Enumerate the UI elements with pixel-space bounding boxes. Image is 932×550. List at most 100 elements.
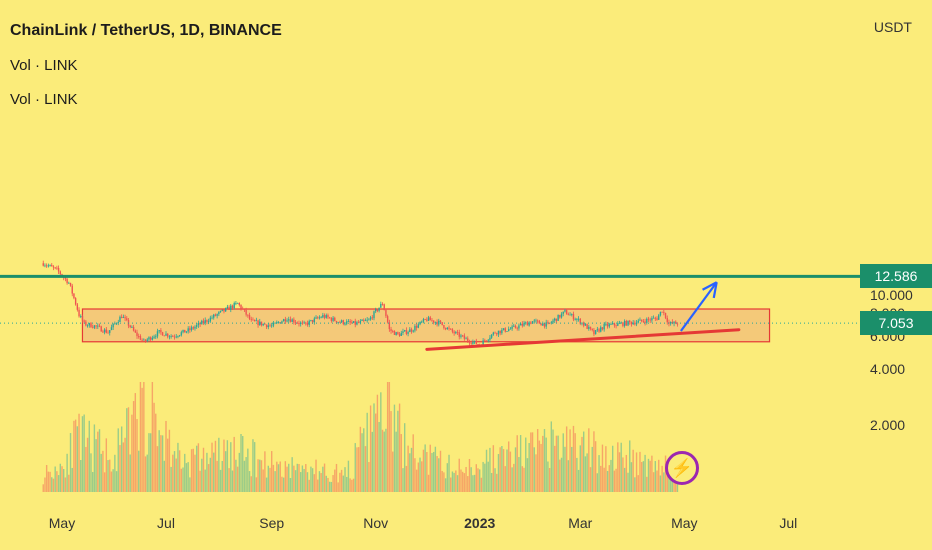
volume-bar <box>386 382 389 492</box>
volume-bar <box>98 429 101 492</box>
volume-bar <box>613 470 616 492</box>
volume-bar <box>114 454 116 492</box>
volume-bar <box>250 476 252 492</box>
candle-body <box>93 325 96 328</box>
range-box[interactable] <box>81 308 771 343</box>
candle-body <box>572 314 575 320</box>
candle-body <box>589 326 592 329</box>
volume-bar <box>606 470 609 492</box>
volume-bar <box>475 464 477 492</box>
volume-bar <box>567 460 570 492</box>
candle-body <box>238 302 241 305</box>
candle-body <box>364 320 367 322</box>
candle-body <box>156 331 159 337</box>
candle-body <box>485 340 488 342</box>
volume-bar <box>149 433 152 492</box>
volume-bar <box>617 442 619 492</box>
time-tick-label: 2023 <box>464 515 495 531</box>
candle-body <box>415 325 418 328</box>
candle-body <box>676 323 679 325</box>
volume-bar <box>303 468 305 492</box>
chart-title: ChainLink / TetherUS, 1D, BINANCE <box>10 22 282 39</box>
candle-body <box>308 320 310 325</box>
volume-bar <box>618 452 621 492</box>
candle-body <box>634 322 636 325</box>
volume-bar <box>194 454 196 492</box>
candle-body <box>100 326 102 332</box>
candle-body <box>375 309 377 312</box>
time-axis[interactable]: May Jul Sep Nov 2023 Mar May Jul <box>49 515 797 531</box>
candle-body <box>45 265 48 267</box>
candle-body <box>57 268 60 272</box>
volume-bar <box>410 447 413 492</box>
candle-body <box>593 330 595 335</box>
candle-body <box>530 322 532 324</box>
volume-bar <box>574 433 576 492</box>
candle-body <box>250 318 252 320</box>
candle-body <box>388 322 391 330</box>
candle-body <box>66 278 68 284</box>
candle-body <box>622 322 624 326</box>
volume-bar <box>109 459 111 492</box>
candle-body <box>51 265 53 267</box>
volume-bar <box>325 475 327 492</box>
volume-bar <box>342 475 345 492</box>
candle-body <box>629 320 631 323</box>
lightning-icon[interactable]: ⚡ <box>665 451 699 485</box>
volume-bar <box>296 463 298 492</box>
volume-bar <box>538 440 541 492</box>
time-tick-label: May <box>49 515 75 531</box>
volume-bar <box>460 469 462 492</box>
volume-indicator-label-2[interactable]: Vol · LINK <box>10 91 78 108</box>
candle-body <box>560 313 563 318</box>
candle-body <box>153 336 155 338</box>
price-axis-unit[interactable]: USDT <box>873 19 912 35</box>
candle-body <box>274 322 276 324</box>
volume-bar <box>354 443 356 492</box>
volume-bar <box>334 469 336 492</box>
volume-bar <box>552 429 554 492</box>
volume-bar <box>654 461 657 492</box>
volume-bar <box>375 413 377 492</box>
drawing-overlays[interactable] <box>0 274 860 351</box>
volume-bar <box>155 413 157 492</box>
volume-bar <box>47 471 50 492</box>
volume-bar <box>81 416 84 492</box>
candle-body <box>110 327 113 331</box>
candle-body <box>506 331 508 332</box>
candle-body <box>673 321 675 324</box>
candle-body <box>538 320 541 324</box>
candle-body <box>663 311 665 313</box>
candle-body <box>149 337 152 340</box>
candle-body <box>207 321 210 323</box>
volume-bars <box>42 382 679 492</box>
candle-body <box>131 326 133 328</box>
candle-body <box>444 328 447 330</box>
candle-body <box>542 323 544 326</box>
volume-bar <box>421 461 423 492</box>
volume-bar <box>506 449 508 492</box>
volume-bar <box>245 457 247 492</box>
candle-body <box>141 339 143 341</box>
volume-bar <box>560 457 563 492</box>
volume-bar <box>589 467 592 492</box>
volume-bar <box>579 445 581 492</box>
volume-bar <box>352 478 355 492</box>
candle-body <box>402 331 404 333</box>
volume-bar <box>264 451 266 492</box>
volume-bar <box>393 404 396 492</box>
volume-indicator-label[interactable]: Vol · LINK <box>10 57 78 74</box>
volume-bar <box>51 477 53 492</box>
candle-body <box>392 330 394 332</box>
candle-body <box>625 321 628 326</box>
volume-bar <box>85 446 87 492</box>
candle-body <box>380 304 382 308</box>
volume-bar <box>407 445 409 492</box>
volume-bar <box>398 403 401 492</box>
candle-body <box>288 319 290 321</box>
volume-bar <box>611 445 614 492</box>
candle-body <box>535 320 537 322</box>
candle-body <box>315 317 317 319</box>
